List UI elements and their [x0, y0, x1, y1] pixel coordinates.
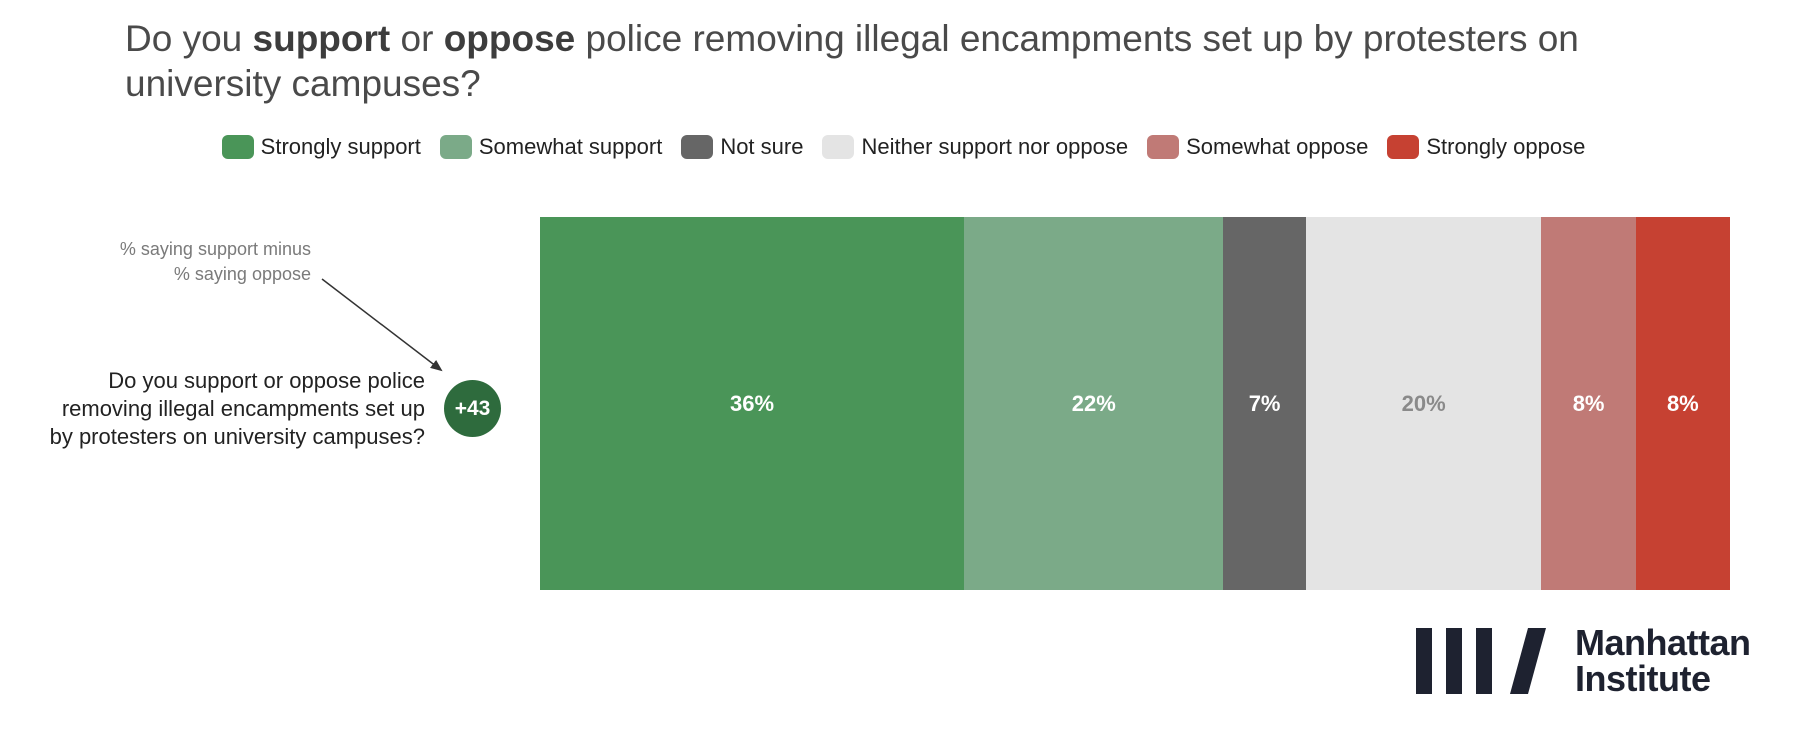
logo-mark-icon — [1416, 628, 1546, 694]
bar-segment: 20% — [1305, 217, 1542, 590]
legend-swatch — [439, 135, 472, 159]
question-line-1: Do you support or oppose police — [108, 368, 425, 393]
bar-segment: 8% — [1635, 217, 1730, 590]
net-explanation-note: % saying support minus % saying oppose — [120, 237, 311, 287]
legend-swatch — [681, 135, 714, 159]
title-mid: or — [390, 18, 444, 59]
legend-label: Neither support nor oppose — [861, 134, 1129, 159]
title-bold-support: support — [252, 18, 391, 59]
data-label: 8% — [1666, 390, 1699, 416]
logo-line-1: Manhattan — [1575, 622, 1751, 663]
data-label: 22% — [1071, 390, 1116, 416]
note-line-2: % saying oppose — [173, 264, 311, 284]
stacked-bar: 36% 22% 7% 20% 8% 8% — [540, 217, 1730, 590]
legend-item: Strongly support — [221, 134, 421, 160]
bar-segment: 36% — [540, 217, 965, 590]
legend-label: Strongly support — [260, 134, 421, 159]
legend-label: Strongly oppose — [1426, 134, 1586, 159]
title-bold-oppose: oppose — [443, 18, 576, 59]
data-label: 8% — [1572, 390, 1605, 416]
legend-label: Not sure — [720, 134, 804, 159]
legend-swatch — [1147, 135, 1180, 159]
data-label: 36% — [730, 390, 775, 416]
bar-segment: 8% — [1541, 217, 1636, 590]
legend-item: Somewhat oppose — [1147, 134, 1368, 160]
legend-swatch — [822, 135, 855, 159]
legend-item: Neither support nor oppose — [822, 134, 1128, 160]
legend-label: Somewhat support — [478, 134, 663, 159]
data-label: 7% — [1248, 390, 1281, 416]
legend: Strongly support Somewhat support Not sure… — [0, 130, 1807, 164]
legend-swatch — [1387, 135, 1420, 159]
data-label: 20% — [1401, 390, 1446, 416]
logo-wordmark: Manhattan Institute — [1575, 625, 1751, 697]
question-line-2: removing illegal encampments set up — [61, 396, 425, 421]
legend-label: Somewhat oppose — [1186, 134, 1369, 159]
chart-title: Do you support or oppose police removing… — [125, 16, 1685, 106]
legend-swatch — [221, 135, 254, 159]
net-score-badge: +43 — [444, 380, 501, 437]
legend-item: Strongly oppose — [1387, 134, 1585, 160]
bar-segment: 22% — [964, 217, 1224, 590]
row-question-label: Do you support or oppose police removing… — [50, 367, 425, 451]
legend-item: Not sure — [681, 134, 803, 160]
title-prefix: Do you — [125, 18, 253, 59]
logo-line-2: Institute — [1575, 658, 1711, 699]
title-suffix: police removing illegal encampments set … — [125, 18, 1579, 104]
legend-item: Somewhat support — [439, 134, 663, 160]
question-line-3: by protesters on university campuses? — [49, 424, 425, 449]
note-line-1: % saying support minus — [119, 239, 311, 259]
manhattan-institute-logo: Manhattan Institute — [1416, 625, 1751, 697]
bar-segment: 7% — [1223, 217, 1306, 590]
